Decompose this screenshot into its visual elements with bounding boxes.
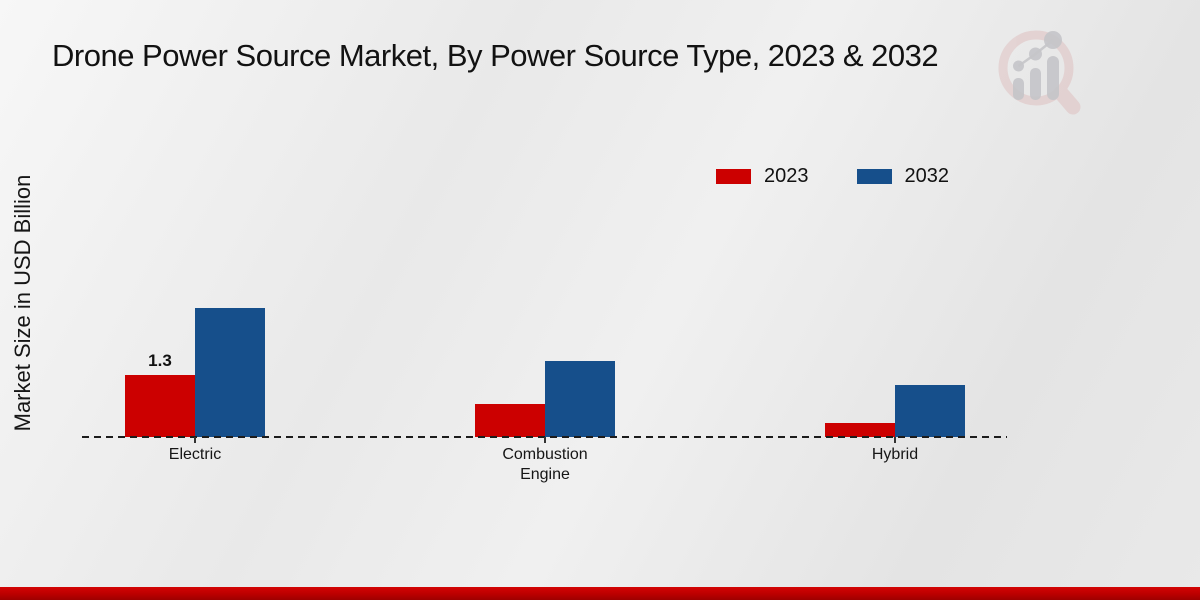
x-axis-tick [544,437,546,443]
x-label-combustion-engine: Combustion Engine [502,446,588,483]
bar-2023-combustion-engine [475,403,545,437]
bar-2023-electric [125,375,195,437]
chart-title: Drone Power Source Market, By Power Sour… [52,38,939,73]
plot-area: 1.3 Electric Combustion Engine Hybrid [82,190,1007,483]
bar-2032-electric [195,308,265,437]
legend-item-2032: 2032 [856,165,950,188]
x-label-hybrid: Hybrid [871,446,919,463]
x-label-electric: Electric [168,446,222,463]
x-axis-tick [194,437,196,443]
legend-swatch-2023 [716,169,751,184]
bar-2032-combustion-engine [545,360,615,437]
legend-label-2023: 2023 [764,165,809,187]
bar-2023-hybrid [825,422,895,437]
legend-label-2032: 2032 [904,165,950,187]
magnifier-bar-chart-logo [998,30,1081,115]
footer-strip [0,587,1200,600]
legend-swatch-2032 [856,169,892,184]
x-axis-tick [894,437,896,443]
y-axis-label: Market Size in USD Billion [10,174,35,432]
legend: 2023 2032 [716,165,949,188]
bar-value-label: 1.3 [148,351,172,370]
bar-2032-hybrid [895,384,965,437]
legend-item-2023: 2023 [716,165,809,188]
